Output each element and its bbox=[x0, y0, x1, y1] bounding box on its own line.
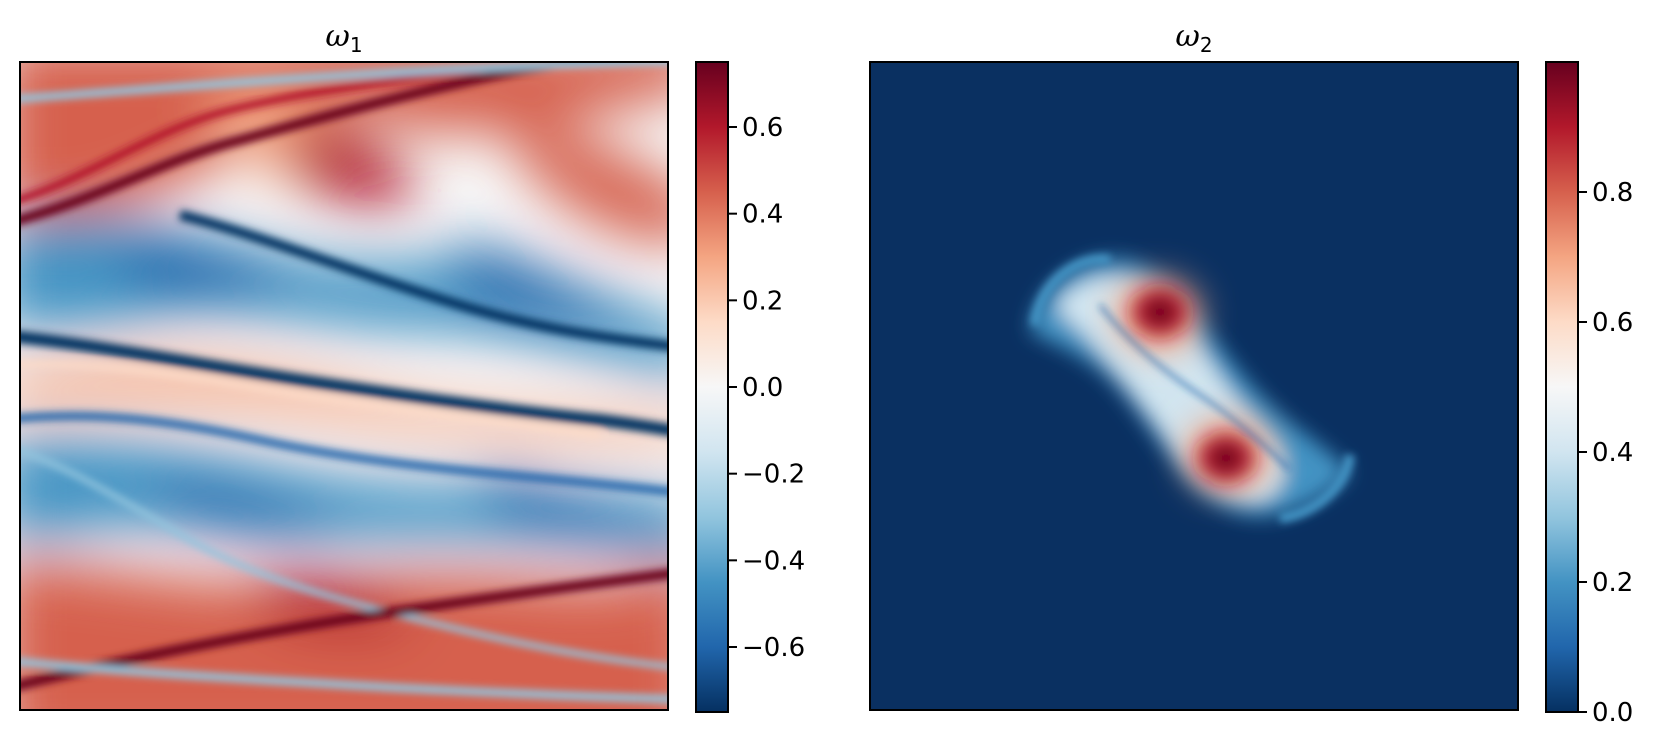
colorbar-omega2: 0.0 0.2 0.4 0.6 0.8 bbox=[1545, 61, 1633, 728]
colorbar-tick-label: 0.0 bbox=[742, 373, 783, 403]
colorbar-tick-label: 0.2 bbox=[1592, 568, 1633, 598]
heatmap-omega1-field bbox=[20, 62, 668, 710]
colorbar-tick-label: 0.2 bbox=[742, 286, 783, 316]
colorbar-omega1-gradient bbox=[696, 62, 728, 712]
colorbar-tick-label: 0.8 bbox=[1592, 178, 1633, 208]
heatmap-omega2-frame bbox=[869, 61, 1519, 711]
colorbar-omega2-frame bbox=[1545, 61, 1579, 713]
colorbar-tick-label: −0.6 bbox=[742, 633, 805, 663]
heatmap-omega2-field bbox=[870, 62, 1518, 710]
colorbar-tick-label: −0.2 bbox=[742, 460, 805, 490]
colorbar-omega1-ticks: −0.6 −0.4 −0.2 0.0 0.2 0.4 0.6 bbox=[728, 113, 805, 663]
colorbar-tick-label: −0.4 bbox=[742, 546, 805, 576]
heatmap-omega2: ω2 bbox=[869, 19, 1519, 711]
colorbar-tick-label: 0.6 bbox=[1592, 308, 1633, 338]
colorbar-tick-label: 0.4 bbox=[742, 200, 783, 230]
heatmap-omega1-frame bbox=[19, 61, 669, 711]
colorbar-tick-label: 0.0 bbox=[1592, 698, 1633, 728]
heatmap-omega1-title: ω1 bbox=[325, 19, 362, 57]
heatmap-omega1: ω1 bbox=[19, 19, 669, 711]
colorbar-omega1: −0.6 −0.4 −0.2 0.0 0.2 0.4 0.6 bbox=[695, 61, 805, 713]
colorbar-omega2-ticks: 0.0 0.2 0.4 0.6 0.8 bbox=[1578, 178, 1633, 728]
colorbar-tick-label: 0.4 bbox=[1592, 438, 1633, 468]
colorbar-omega2-gradient bbox=[1546, 62, 1578, 712]
heatmap-omega2-title: ω2 bbox=[1175, 19, 1212, 57]
colorbar-tick-label: 0.6 bbox=[742, 113, 783, 143]
